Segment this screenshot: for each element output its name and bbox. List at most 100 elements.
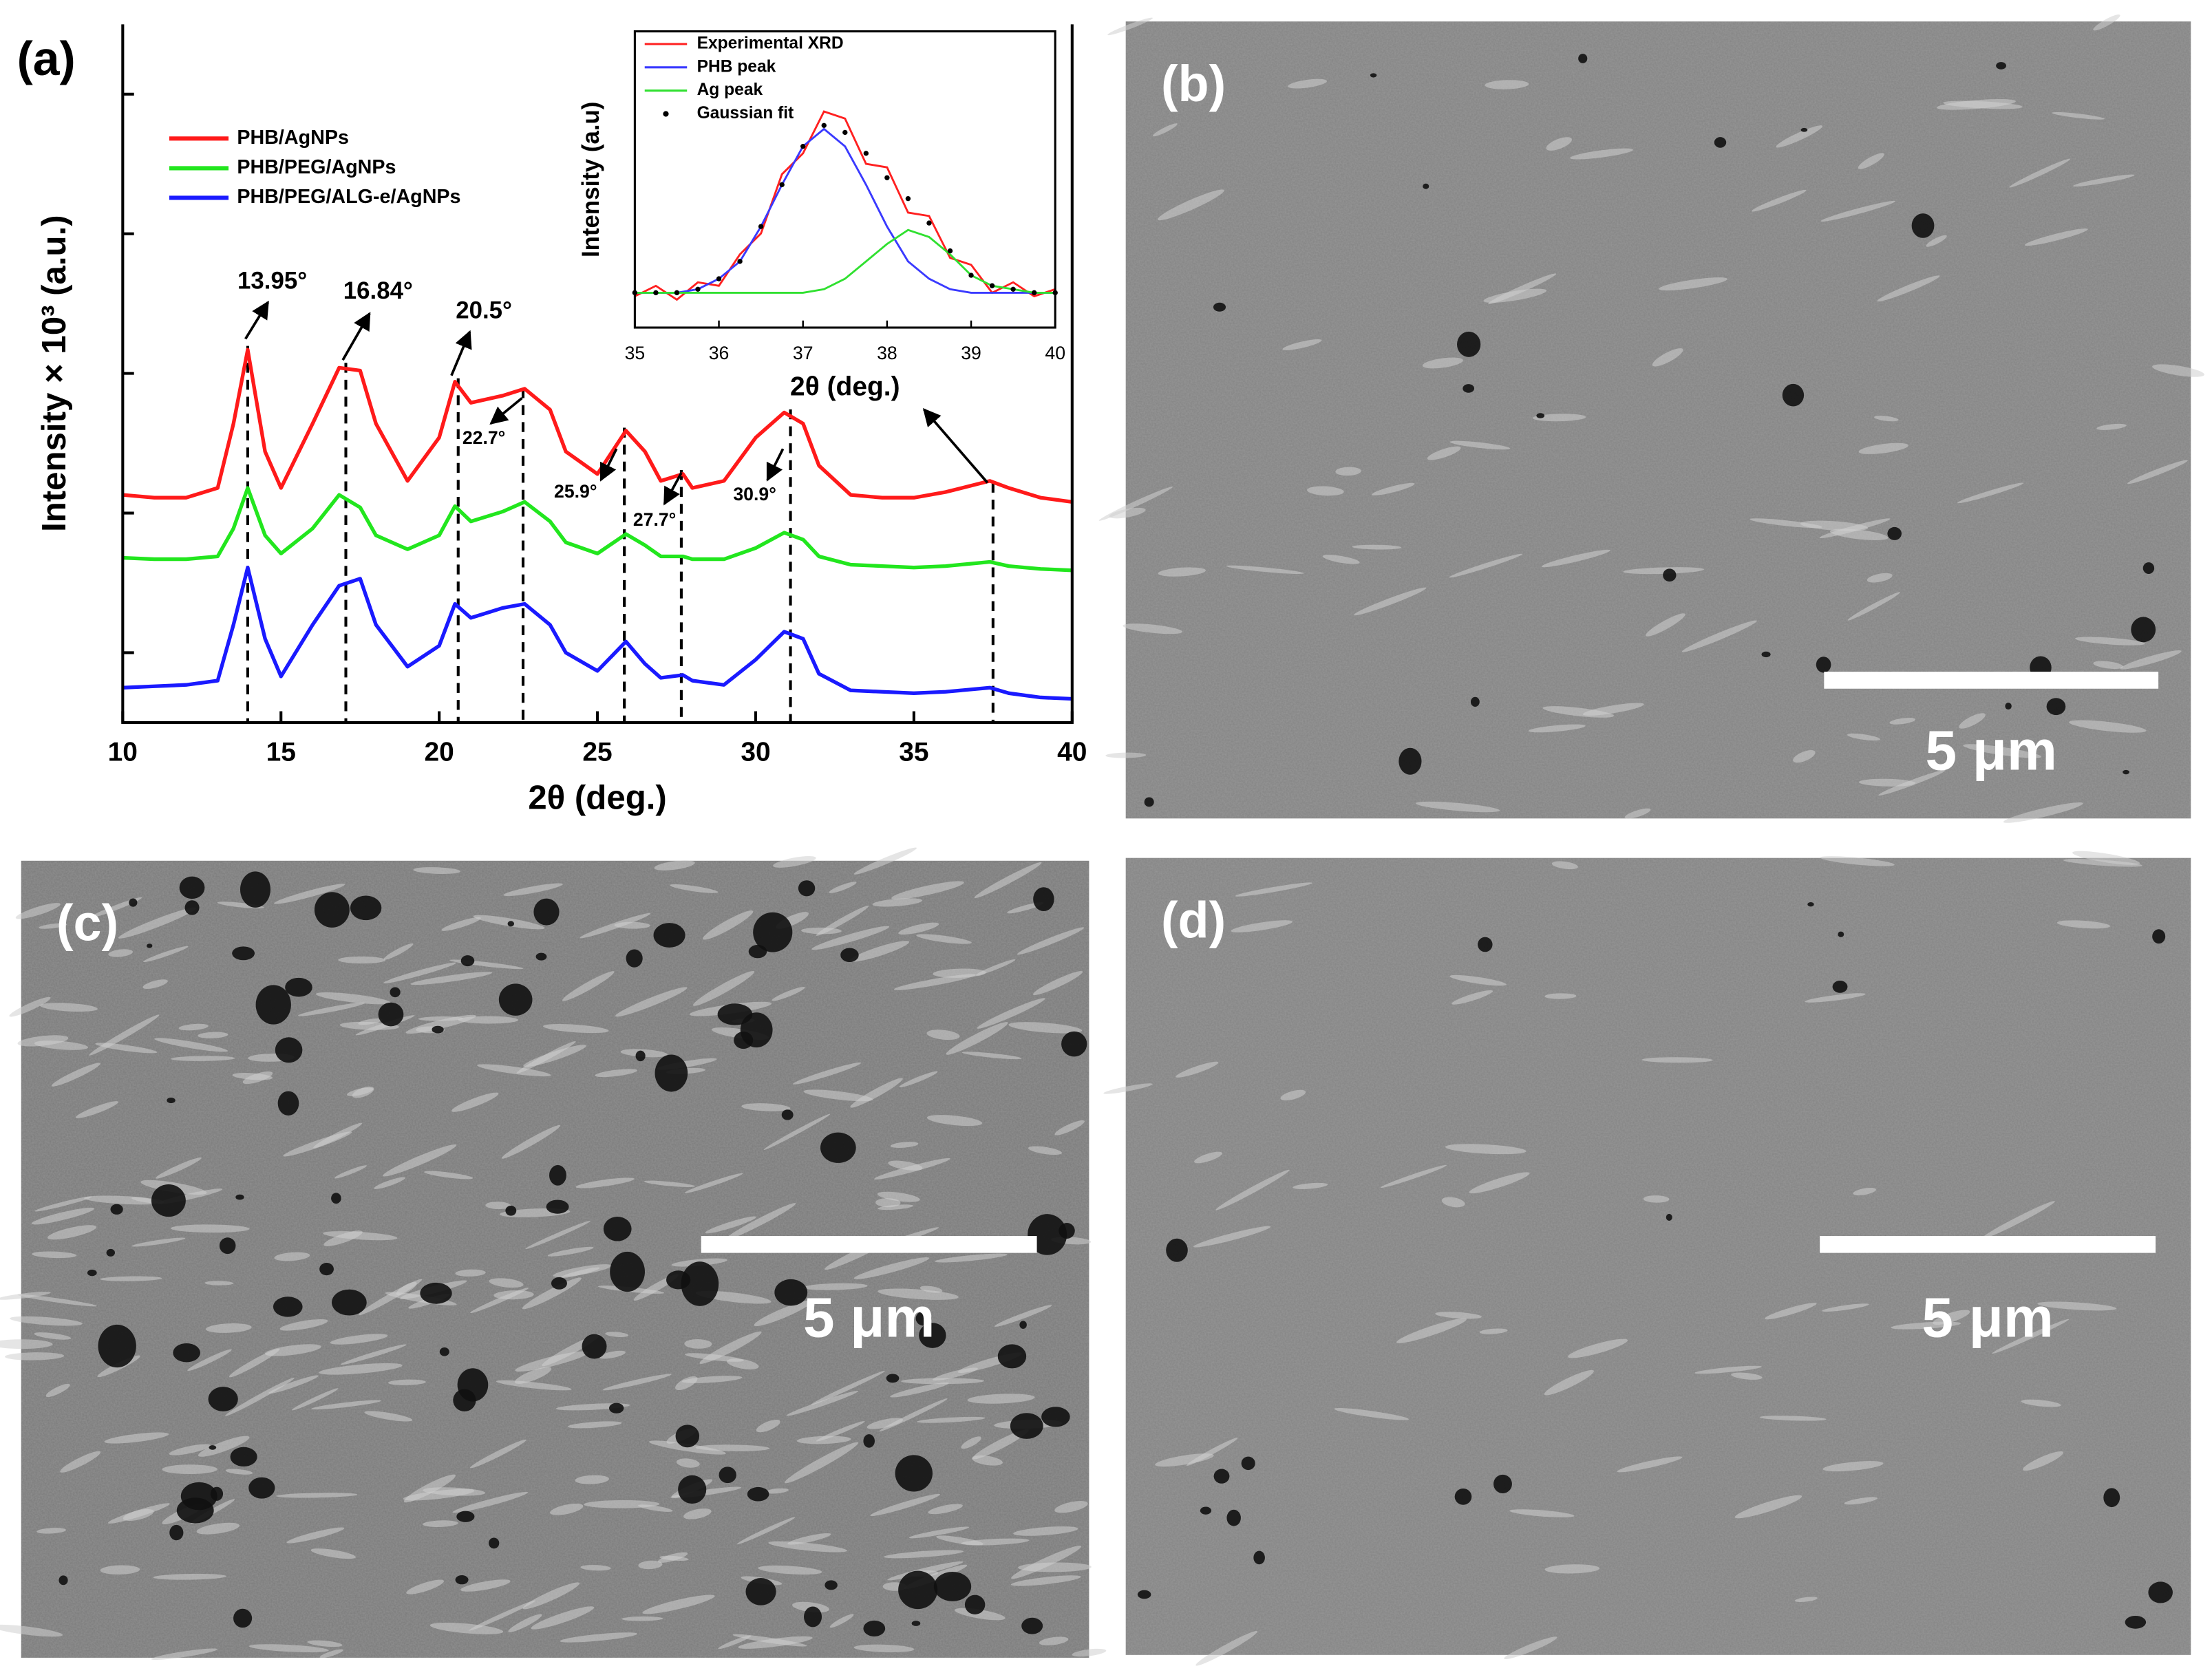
sem-streak (1820, 856, 1895, 866)
sem-streak (928, 1504, 963, 1515)
legend-label: Gaussian fit (697, 104, 794, 122)
legend-swatch (663, 111, 669, 117)
sem-pore (2103, 1488, 2120, 1508)
sem-streak (676, 1458, 700, 1468)
sem-pore (1536, 413, 1545, 418)
sem-streak (1013, 1526, 1078, 1536)
sem-streak (870, 1493, 941, 1517)
sem-pore (964, 1594, 986, 1614)
sem-streak (1416, 801, 1500, 813)
sem-streak (786, 1390, 859, 1416)
sem-streak (975, 959, 1016, 976)
sem-streak (890, 1382, 949, 1398)
sem-pore (753, 912, 793, 952)
sem-streak (1681, 620, 1757, 652)
sem-streak (153, 1573, 226, 1580)
sem-pore (439, 1347, 449, 1356)
sem-streak (1542, 706, 1615, 718)
sem-pore (1887, 526, 1902, 540)
sem-streak (248, 1644, 329, 1653)
sem-streak (878, 1204, 914, 1210)
sem-streak (1123, 623, 1182, 634)
sem-texture (21, 860, 1089, 1658)
sem-streak (575, 1177, 635, 1188)
sem-streak (961, 1052, 1022, 1060)
sem-pore (635, 1050, 646, 1062)
sem-pore (626, 949, 643, 968)
sem-pore (184, 900, 200, 915)
sem-streak (1441, 1197, 1465, 1208)
sem-texture (1125, 857, 2191, 1655)
fit-point (842, 129, 848, 136)
sem-pore (240, 871, 271, 908)
sem-streak (1427, 446, 1461, 460)
sem-pore (911, 1621, 921, 1626)
sem-streak (1957, 482, 2024, 504)
sem-streak (972, 1429, 1029, 1460)
sem-streak (784, 1442, 859, 1484)
sem-pore (933, 1572, 972, 1601)
sem-streak (383, 943, 414, 960)
sem-streak (1847, 592, 1901, 621)
sem-streak (406, 1579, 444, 1594)
sem-streak (853, 1257, 930, 1279)
sem-pore (2125, 1615, 2147, 1629)
sem-streak (118, 907, 197, 939)
sem-pore (551, 1277, 567, 1290)
sem-streak (2127, 460, 2188, 484)
sem-pore (803, 1606, 822, 1628)
fit-point (716, 276, 722, 281)
sem-pore (151, 1184, 186, 1217)
sem-streak (1158, 567, 1206, 577)
panel-label: (b) (1161, 55, 1226, 112)
sem-streak (330, 1334, 388, 1345)
sem-streak (605, 1332, 629, 1337)
scale-bar-label: 5 μm (1926, 720, 2057, 782)
sem-pore (1800, 127, 1808, 132)
sem-pore (2046, 698, 2066, 716)
sem-streak (1504, 1636, 1557, 1660)
sem-streak (772, 986, 805, 1001)
sem-streak (100, 1276, 162, 1281)
sem-streak (1858, 153, 1884, 169)
sem-streak (31, 1207, 94, 1225)
sem-pore (432, 1025, 444, 1034)
sem-pore (1838, 931, 1844, 937)
sem-pore (248, 1477, 275, 1499)
sem-pore (1213, 302, 1226, 312)
x-tick-label: 25 (582, 737, 612, 767)
sem-streak (451, 1092, 499, 1112)
sem-streak (644, 1180, 695, 1188)
sem-pore (1996, 62, 2006, 70)
x-tick-label: 35 (899, 737, 928, 767)
sem-streak (1231, 920, 1293, 932)
sem-pore (820, 1132, 856, 1163)
peak-annotation: 30.9° (733, 484, 776, 504)
sem-streak (286, 1527, 345, 1544)
series-line (634, 110, 1056, 301)
sem-streak (276, 1493, 358, 1498)
sem-pore (678, 1475, 707, 1504)
x-axis-label: 2θ (deg.) (790, 372, 900, 401)
sem-streak (547, 1246, 594, 1257)
sem-streak (550, 1503, 584, 1515)
y-axis-label: Intensity (a.u) (577, 102, 604, 257)
sem-streak (899, 1071, 938, 1088)
sem-streak (787, 1533, 831, 1545)
arrow (244, 300, 270, 340)
x-tick-label: 37 (793, 343, 813, 363)
sem-streak (1877, 275, 1940, 302)
sem-streak (34, 1196, 92, 1212)
sem-streak (323, 1231, 398, 1241)
sem-pore (1033, 887, 1054, 912)
sem-streak (1194, 1151, 1223, 1164)
sem-pore (319, 1262, 334, 1276)
sem-streak (916, 934, 972, 944)
sem-pore (1782, 383, 1805, 407)
sem-streak (36, 1528, 67, 1534)
sem-streak (2073, 174, 2135, 187)
sem-streak (732, 1634, 807, 1647)
sem-streak (319, 1363, 403, 1375)
sem-streak (1226, 565, 1304, 575)
